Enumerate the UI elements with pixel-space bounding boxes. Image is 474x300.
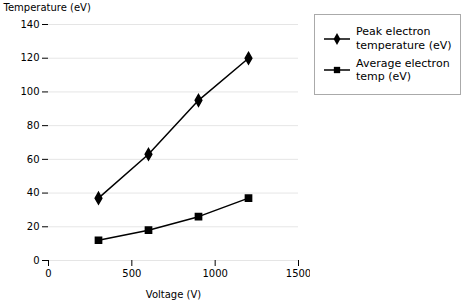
svg-text:20: 20	[27, 221, 40, 232]
svg-text:500: 500	[122, 268, 141, 279]
svg-text:1000: 1000	[202, 268, 227, 279]
svg-text:0: 0	[45, 268, 51, 279]
svg-text:100: 100	[20, 86, 39, 97]
svg-text:60: 60	[27, 154, 40, 165]
svg-text:0: 0	[33, 255, 39, 266]
svg-text:Voltage (V): Voltage (V)	[146, 289, 201, 300]
html-text:Peak electron temperature (eV): Peak electron temperature (eV)	[356, 25, 452, 52]
svg-text:40: 40	[27, 187, 40, 198]
svg-text:140: 140	[20, 19, 39, 30]
svg-text:80: 80	[27, 120, 40, 131]
svg-text:Temperature (eV): Temperature (eV)	[3, 2, 91, 13]
html-text:Average electron temp (eV): Average electron temp (eV)	[356, 56, 450, 84]
svg-text:120: 120	[20, 52, 39, 63]
svg-text:1500: 1500	[286, 268, 310, 279]
